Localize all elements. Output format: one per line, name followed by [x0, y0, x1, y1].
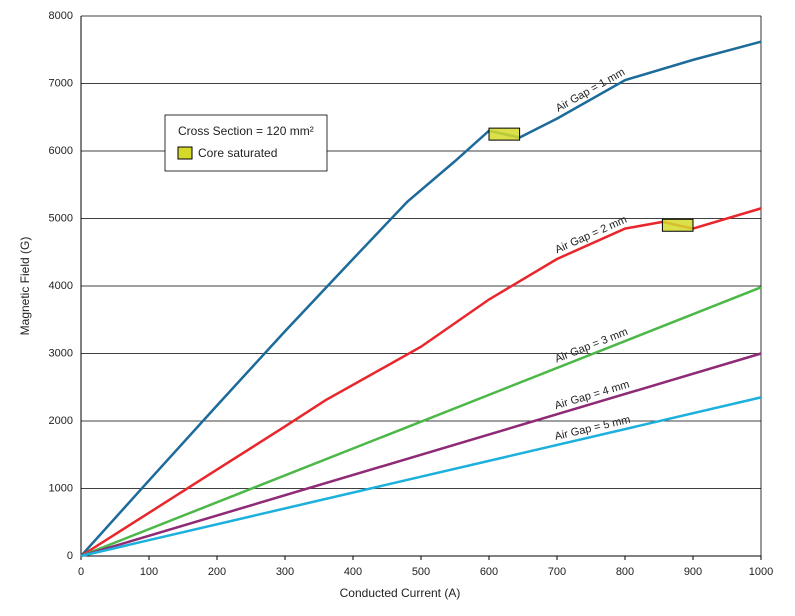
- series-line: [80, 207, 762, 558]
- series-line: [80, 396, 762, 558]
- series-line: [80, 352, 762, 558]
- y-tick-label: 5000: [49, 212, 73, 224]
- x-tick-label: 700: [548, 566, 566, 578]
- series-label: Air Gap = 5 mm: [554, 414, 632, 443]
- x-tick-label: 100: [140, 566, 158, 578]
- x-tick-label: 900: [684, 566, 702, 578]
- y-tick-label: 3000: [49, 347, 73, 359]
- legend: Cross Section = 120 mm² Core saturated: [164, 114, 328, 172]
- saturation-box: [661, 218, 694, 232]
- legend-swatch: [177, 146, 193, 160]
- legend-label: Core saturated: [198, 146, 277, 160]
- x-tick-label: 500: [412, 566, 430, 578]
- y-axis-label: Magnetic Field (G): [18, 237, 32, 336]
- y-tick-label: 4000: [49, 280, 73, 292]
- saturation-box: [488, 127, 521, 141]
- y-tick-label: 1000: [49, 482, 73, 494]
- y-tick-label: 0: [67, 550, 73, 562]
- x-tick-label: 300: [276, 566, 294, 578]
- legend-box: [164, 114, 328, 172]
- y-tick-label: 8000: [49, 10, 73, 22]
- series-label: Air Gap = 1 mm: [554, 66, 627, 115]
- x-tick-label: 600: [480, 566, 498, 578]
- series-label: Air Gap = 3 mm: [553, 326, 629, 366]
- x-tick-label: 200: [208, 566, 226, 578]
- series-line: [80, 40, 762, 557]
- x-tick-label: 0: [78, 566, 84, 578]
- x-tick-label: 800: [616, 566, 634, 578]
- legend-title: Cross Section = 120 mm²: [178, 124, 314, 138]
- y-tick-label: 7000: [49, 77, 73, 89]
- y-tick-label: 2000: [49, 415, 73, 427]
- x-axis-label: Conducted Current (A): [340, 586, 461, 600]
- y-tick-label: 6000: [49, 145, 73, 157]
- x-tick-label: 1000: [749, 566, 773, 578]
- series-label: Air Gap = 2 mm: [553, 214, 628, 256]
- series-line: [80, 286, 762, 558]
- x-tick-label: 400: [344, 566, 362, 578]
